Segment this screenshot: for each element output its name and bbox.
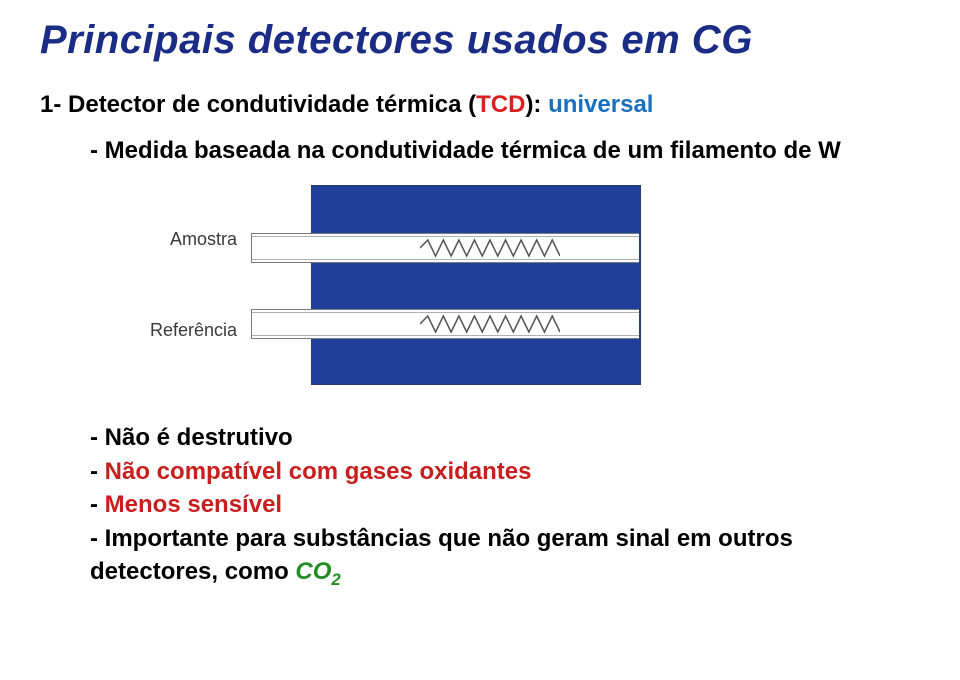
tcd-diagram	[251, 185, 641, 385]
co2-sub: 2	[331, 570, 340, 589]
filament-icon	[420, 238, 560, 258]
title-text: Principais detectores usados em CG	[40, 18, 753, 62]
tcd-open: (	[468, 91, 476, 118]
reference-filament	[420, 314, 560, 334]
bullet-4-red: Menos sensível	[105, 491, 282, 518]
label-sample: Amostra	[150, 229, 237, 250]
bullet-2-text: - Não é destrutivo	[90, 424, 293, 451]
bullet-5-prefix: - Importante para substâncias que não ge…	[90, 525, 793, 586]
bullet-3-red: Não compatível com gases oxidantes	[105, 458, 532, 485]
tcd-abbrev: TCD	[476, 91, 525, 118]
bullet-not-destructive: - Não é destrutivo	[90, 421, 920, 455]
co2-co: CO	[295, 558, 331, 585]
tcd-close: ):	[525, 91, 541, 118]
bullet-4-prefix: -	[90, 491, 105, 518]
label-reference: Referência	[150, 320, 237, 341]
bullet-3-prefix: -	[90, 458, 105, 485]
subtitle-universal: universal	[541, 91, 653, 118]
detector-block	[311, 185, 641, 385]
bullet-1-text: - Medida baseada na condutividade térmic…	[90, 137, 841, 164]
bullet-important-co2: - Importante para substâncias que não ge…	[90, 522, 910, 592]
subtitle-prefix: 1- Detector de condutividade térmica	[40, 91, 468, 118]
slide-title: Principais detectores usados em CG	[40, 18, 920, 63]
subtitle-line: 1- Detector de condutividade térmica (TC…	[40, 91, 920, 119]
filament-icon	[420, 314, 560, 334]
sample-tube	[251, 233, 639, 263]
co2-formula: CO2	[295, 558, 340, 585]
diagram-side-labels: Amostra Referência	[150, 185, 237, 385]
bullet-1: - Medida baseada na condutividade térmic…	[90, 137, 920, 165]
diagram-container: Amostra Referência	[150, 185, 920, 385]
sample-filament	[420, 238, 560, 258]
reference-tube	[251, 309, 639, 339]
bullet-less-sensitive: - Menos sensível	[90, 488, 920, 522]
lower-bullets: - Não é destrutivo - Não compatível com …	[90, 421, 920, 592]
bullet-not-compatible: - Não compatível com gases oxidantes	[90, 455, 920, 489]
